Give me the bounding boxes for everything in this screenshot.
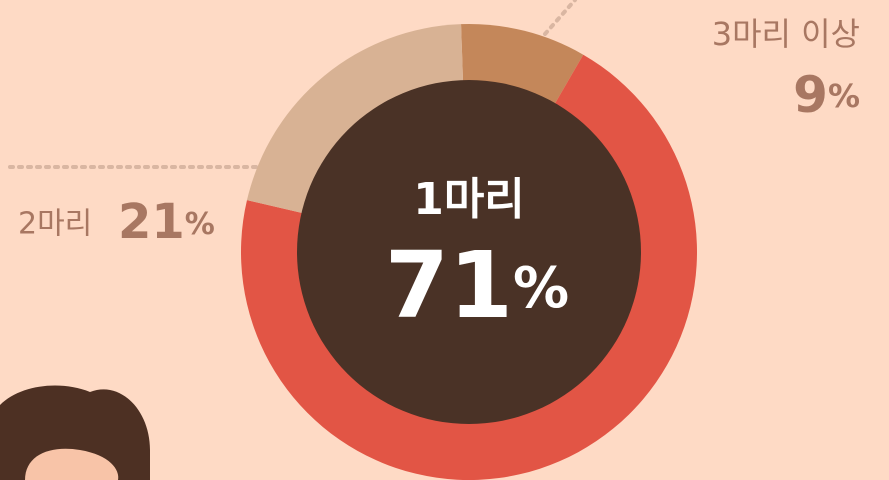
page: 3마리 이상9%1마리71%2마리21% (() => { const data… [0, 0, 889, 480]
category-label: 1마리 [413, 174, 525, 225]
category-label: 2마리 [18, 207, 92, 242]
category-label: 3마리 이상 [712, 15, 860, 53]
chart: 3마리 이상9%1마리71%2마리21% [0, 0, 889, 480]
